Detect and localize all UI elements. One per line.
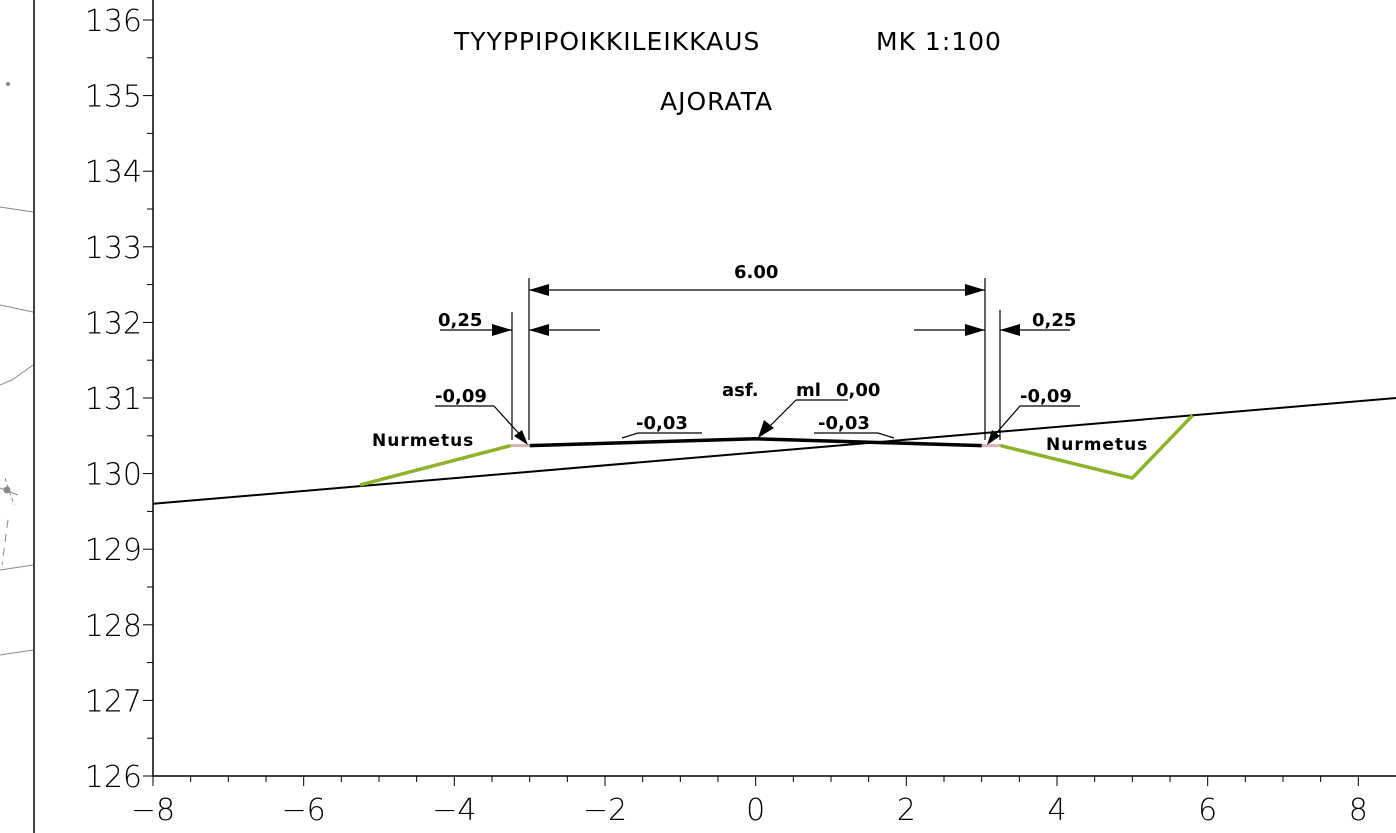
y-tick-label: 135 bbox=[85, 80, 142, 115]
x-tick-label: −4 bbox=[432, 793, 476, 828]
y-tick-label: 131 bbox=[85, 382, 142, 417]
axis-ticks bbox=[143, 19, 1359, 786]
x-tick-labels: −8 −6 −4 −2 0 2 4 6 8 bbox=[131, 793, 1368, 828]
area-right-label: Nurmetus bbox=[1046, 435, 1148, 455]
road-surface-line bbox=[529, 437, 982, 448]
slope-left-leader bbox=[621, 432, 702, 439]
y-tick-label: 127 bbox=[85, 684, 142, 719]
area-left-label: Nurmetus bbox=[372, 431, 474, 451]
y-tick-label: 134 bbox=[85, 155, 142, 190]
y-tick-label: 136 bbox=[85, 4, 142, 39]
y-tick-label: 129 bbox=[85, 533, 142, 568]
y-tick-label: 133 bbox=[85, 231, 142, 266]
drawing-title: TYYPPIPOIKKILEIKKAUS bbox=[453, 27, 760, 56]
slope-left-label: -0,03 bbox=[636, 413, 688, 434]
centerline-label: ml bbox=[796, 380, 821, 401]
width-dimension bbox=[528, 278, 986, 440]
slope-right-label: -0,03 bbox=[818, 413, 870, 434]
shoulder-right-label: 0,25 bbox=[1032, 310, 1076, 331]
background-linework bbox=[0, 82, 34, 656]
centerline-value: 0,00 bbox=[836, 380, 880, 401]
x-tick-label: 6 bbox=[1198, 793, 1217, 828]
x-tick-label: −8 bbox=[131, 793, 175, 828]
y-tick-labels: 126 127 128 129 130 131 132 133 134 135 136 bbox=[85, 4, 142, 795]
ground-line bbox=[152, 397, 1396, 505]
shoulder-left-label: 0,25 bbox=[438, 310, 482, 331]
drawing-scale: MK 1:100 bbox=[876, 27, 1002, 56]
x-tick-label: −6 bbox=[282, 793, 326, 828]
x-tick-label: 8 bbox=[1349, 793, 1368, 828]
x-tick-label: 2 bbox=[897, 793, 916, 828]
x-tick-label: 0 bbox=[746, 793, 765, 828]
y-tick-label: 126 bbox=[85, 760, 142, 795]
edge-height-left-leader bbox=[435, 405, 528, 445]
width-dimension-label: 6.00 bbox=[734, 262, 778, 283]
edge-height-right-label: -0,09 bbox=[1020, 386, 1072, 407]
centerline-leader bbox=[758, 399, 848, 438]
drawing-subtitle: AJORATA bbox=[660, 87, 773, 116]
grass-slope-right bbox=[1000, 414, 1194, 481]
edge-height-left-label: -0,09 bbox=[435, 386, 487, 407]
shoulder-dimension-right bbox=[914, 310, 1070, 440]
x-tick-label: −2 bbox=[583, 793, 627, 828]
y-tick-label: 132 bbox=[85, 306, 142, 341]
slope-right-leader bbox=[814, 432, 895, 439]
y-tick-label: 130 bbox=[85, 458, 142, 493]
edge-height-right-leader bbox=[987, 405, 1080, 445]
shoulder-dimension-left bbox=[440, 312, 600, 440]
grass-slope-left bbox=[359, 443, 512, 487]
y-tick-label: 128 bbox=[85, 609, 142, 644]
x-tick-label: 4 bbox=[1047, 793, 1066, 828]
surface-label: asf. bbox=[722, 380, 759, 401]
